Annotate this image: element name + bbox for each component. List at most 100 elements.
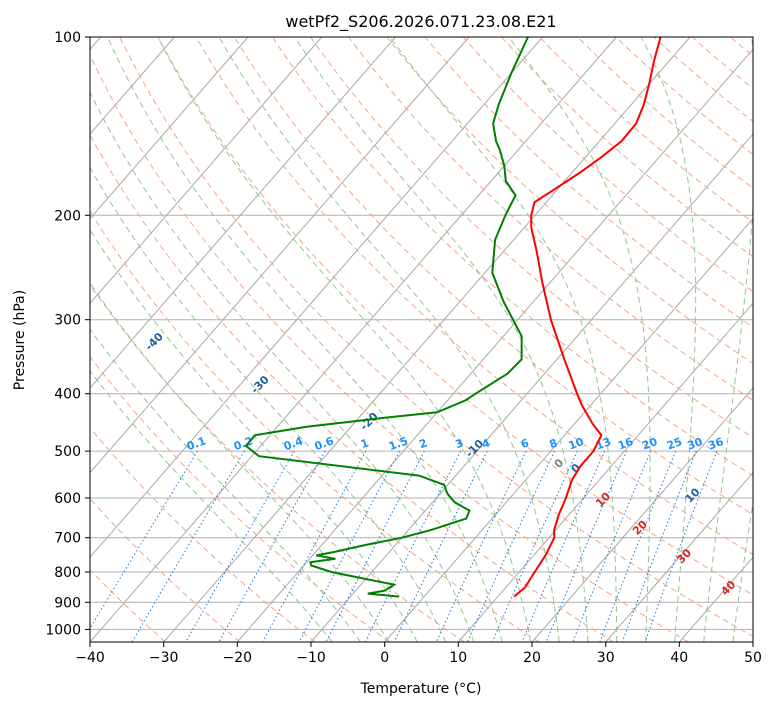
mixing-ratio-label: 3 xyxy=(454,436,466,451)
mixing-ratio-label: 4 xyxy=(480,436,492,451)
dewpoint-profile xyxy=(244,37,529,598)
x-tick-label: 10 xyxy=(449,650,467,666)
isotherm-line xyxy=(90,37,470,474)
mixing-ratio-line xyxy=(325,450,425,642)
dry-adiabat-line xyxy=(157,37,753,596)
x-tick-label: −30 xyxy=(149,650,179,666)
isotherm-line xyxy=(90,37,617,642)
dry-adiabat-line xyxy=(90,355,390,642)
moist-adiabat-line xyxy=(640,37,697,642)
y-tick-label: 300 xyxy=(54,313,81,329)
dry-adiabat-line xyxy=(90,283,465,642)
temperature-profile xyxy=(513,37,662,598)
mixing-ratio-label: 2 xyxy=(417,436,429,451)
moist-adiabat-line xyxy=(218,37,560,642)
moist-adiabat-line xyxy=(107,37,503,642)
x-tick-label: 0 xyxy=(380,650,389,666)
mixing-ratio-label: 1 xyxy=(359,436,371,451)
isotherm-line xyxy=(90,37,396,389)
dry-adiabat-line xyxy=(233,37,753,516)
data-layer: 0.10.20.40.611.52346810131620253036-100-… xyxy=(143,37,739,598)
dry-adiabat-line xyxy=(348,37,753,401)
mixing-ratio-label: 16 xyxy=(616,435,635,453)
mixing-ratio-label: 8 xyxy=(548,436,560,451)
isotherm-line xyxy=(90,37,544,559)
y-tick-label: 200 xyxy=(54,208,81,224)
mixing-ratio-label: 30 xyxy=(686,435,705,453)
x-tick-label: 40 xyxy=(670,650,688,666)
isotherm-line xyxy=(236,48,753,642)
isotherm-line xyxy=(90,37,249,220)
mixing-ratio-label: 36 xyxy=(706,435,725,453)
x-axis-title: Temperature (°C) xyxy=(360,681,482,697)
moist-adiabat-line xyxy=(294,37,589,642)
dry-adiabat-line xyxy=(90,54,689,642)
x-tick-label: 50 xyxy=(744,650,762,666)
y-axis-title: Pressure (hPa) xyxy=(12,290,28,390)
mixing-ratio-label: 0.6 xyxy=(313,434,336,453)
mixing-ratio-label: 6 xyxy=(519,436,531,451)
axis-layer: −40 −30 −20 −10 0 10 20 30 40 5010020030040050060… xyxy=(45,30,762,666)
dry-adiabat-line xyxy=(90,134,614,642)
isotherm-line xyxy=(457,302,753,642)
mixing-ratio-line xyxy=(298,450,401,642)
dry-adiabat-line xyxy=(90,210,540,642)
dry-adiabat-line xyxy=(119,37,753,637)
moist-adiabat-line xyxy=(90,166,447,642)
mixing-ratio-label: 25 xyxy=(665,435,684,452)
dry-adiabat-line xyxy=(462,37,753,293)
x-tick-label: −20 xyxy=(223,650,253,666)
isotherm-line xyxy=(531,387,753,642)
isotherm-line xyxy=(310,133,753,642)
mixing-ratio-line xyxy=(644,450,718,642)
moist-adiabat-line xyxy=(508,37,651,642)
mixing-ratio-line xyxy=(218,450,326,642)
x-tick-label: 20 xyxy=(523,650,541,666)
moist-adiabat-line xyxy=(90,328,361,642)
moist-adiabat-line xyxy=(90,281,390,642)
moist-adiabat-line xyxy=(90,91,475,642)
dry-adiabat-line xyxy=(539,37,753,223)
y-tick-label: 400 xyxy=(54,387,81,403)
mixing-ratio-line xyxy=(262,450,367,642)
plot-frame xyxy=(89,36,754,643)
mixing-ratio-line xyxy=(90,450,199,630)
y-tick-label: 600 xyxy=(54,491,81,507)
y-tick-label: 800 xyxy=(54,565,81,581)
mixing-ratio-label: 0.1 xyxy=(185,434,208,453)
mixing-ratio-line xyxy=(435,450,527,642)
dry-adiabat-line xyxy=(501,37,753,258)
moist-adiabat-line xyxy=(703,37,753,642)
y-tick-label: 1000 xyxy=(45,622,81,638)
chart-title: wetPf2_S206.2026.071.23.08.E21 xyxy=(285,12,556,32)
x-tick-label: −10 xyxy=(296,650,326,666)
moist-adiabat-line xyxy=(90,228,418,642)
moist-adiabat-line xyxy=(90,370,333,642)
x-tick-label: −40 xyxy=(75,650,105,666)
isotherm-line xyxy=(384,217,753,642)
mixing-ratio-label: 1.5 xyxy=(387,434,410,453)
mixing-ratio-label: 20 xyxy=(640,435,659,453)
grid-layer xyxy=(90,37,753,642)
mixing-ratio-label: 10 xyxy=(567,435,586,453)
mixing-ratio-line xyxy=(467,450,556,642)
isotherm-line xyxy=(605,471,753,642)
x-tick-label: 30 xyxy=(597,650,615,666)
mixing-ratio-line xyxy=(621,450,697,642)
mixing-ratio-line xyxy=(599,450,677,642)
dry-adiabat-line xyxy=(90,427,316,642)
isotherm-line xyxy=(163,37,691,642)
mixing-ratio-line xyxy=(393,450,488,642)
y-tick-label: 900 xyxy=(54,595,81,611)
dry-adiabat-line xyxy=(272,37,753,477)
mixing-ratio-line xyxy=(364,450,462,642)
y-tick-label: 500 xyxy=(54,444,81,460)
y-tick-label: 100 xyxy=(54,30,81,46)
moist-adiabat-line xyxy=(732,499,753,642)
y-tick-label: 700 xyxy=(54,531,81,547)
mixing-ratio-label: 0.4 xyxy=(282,434,305,453)
mixing-ratio-line xyxy=(572,450,652,642)
mixing-ratio-line xyxy=(185,450,295,642)
